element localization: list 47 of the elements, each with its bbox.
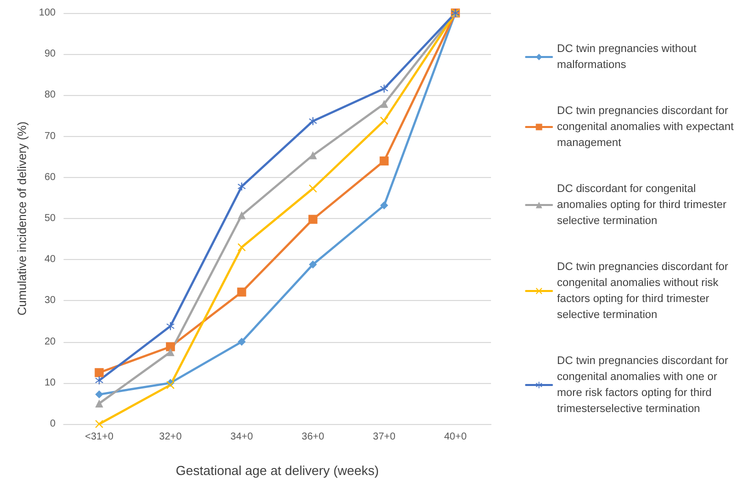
point (238, 243, 246, 252)
y-tick-label: 70 (44, 130, 56, 142)
y-tick-label: 60 (44, 172, 56, 183)
y-tick-label: 100 (38, 8, 56, 18)
point (166, 348, 174, 356)
y-tick-label: 10 (44, 377, 56, 388)
point (308, 214, 318, 224)
point (380, 84, 388, 93)
y-tick-label: 40 (44, 254, 56, 266)
y-axis-title: Cumulative incidence of delivery (%) (15, 121, 29, 316)
point (380, 156, 389, 166)
y-tick-label: 20 (44, 336, 56, 348)
point (380, 100, 388, 108)
point (95, 376, 104, 384)
y-tick-label: 30 (44, 295, 56, 306)
point (95, 390, 104, 398)
point (380, 116, 388, 125)
y-tick-label: 80 (44, 90, 56, 101)
point (237, 288, 246, 297)
point (308, 184, 317, 192)
legend-label: DC twin pregnancies without malformations (557, 43, 700, 71)
point (95, 420, 104, 428)
point (308, 260, 317, 269)
point (238, 182, 246, 190)
point (166, 342, 175, 352)
point (166, 322, 174, 330)
y-tick-label: 50 (44, 213, 56, 224)
legend-label: DC twin pregnancies discordant for congenital anomalies with one or more risk factors opting for third trimesterselective termination (557, 355, 732, 415)
point (308, 151, 317, 160)
point (238, 211, 246, 220)
x-tick-label: <31+0 (85, 432, 114, 442)
legend-label: DC twin pregnancies discordant for congenital anomalies without risk factors opting for third trimester selective termination (557, 261, 732, 321)
legend-label: DC discordant for congenital anomalies opting for third trimester selective termination (557, 183, 730, 227)
x-axis-title: Gestational age at delivery (weeks) (176, 463, 379, 478)
legend-label: DC twin pregnancies discordant for congenital anomalies with expectant management (557, 105, 737, 149)
x-tick-label: 34+0 (230, 432, 254, 442)
x-tick-label: 36+0 (302, 432, 325, 442)
point (95, 399, 104, 408)
x-tick-label: 37+0 (372, 432, 396, 442)
point (94, 368, 104, 378)
x-tick-label: 32+0 (159, 432, 182, 442)
point (308, 117, 317, 126)
x-tick-label: 40+0 (444, 432, 468, 442)
y-tick-label: 90 (44, 48, 56, 60)
y-tick-label: 0 (50, 418, 56, 430)
point (238, 338, 246, 346)
point (380, 201, 388, 210)
